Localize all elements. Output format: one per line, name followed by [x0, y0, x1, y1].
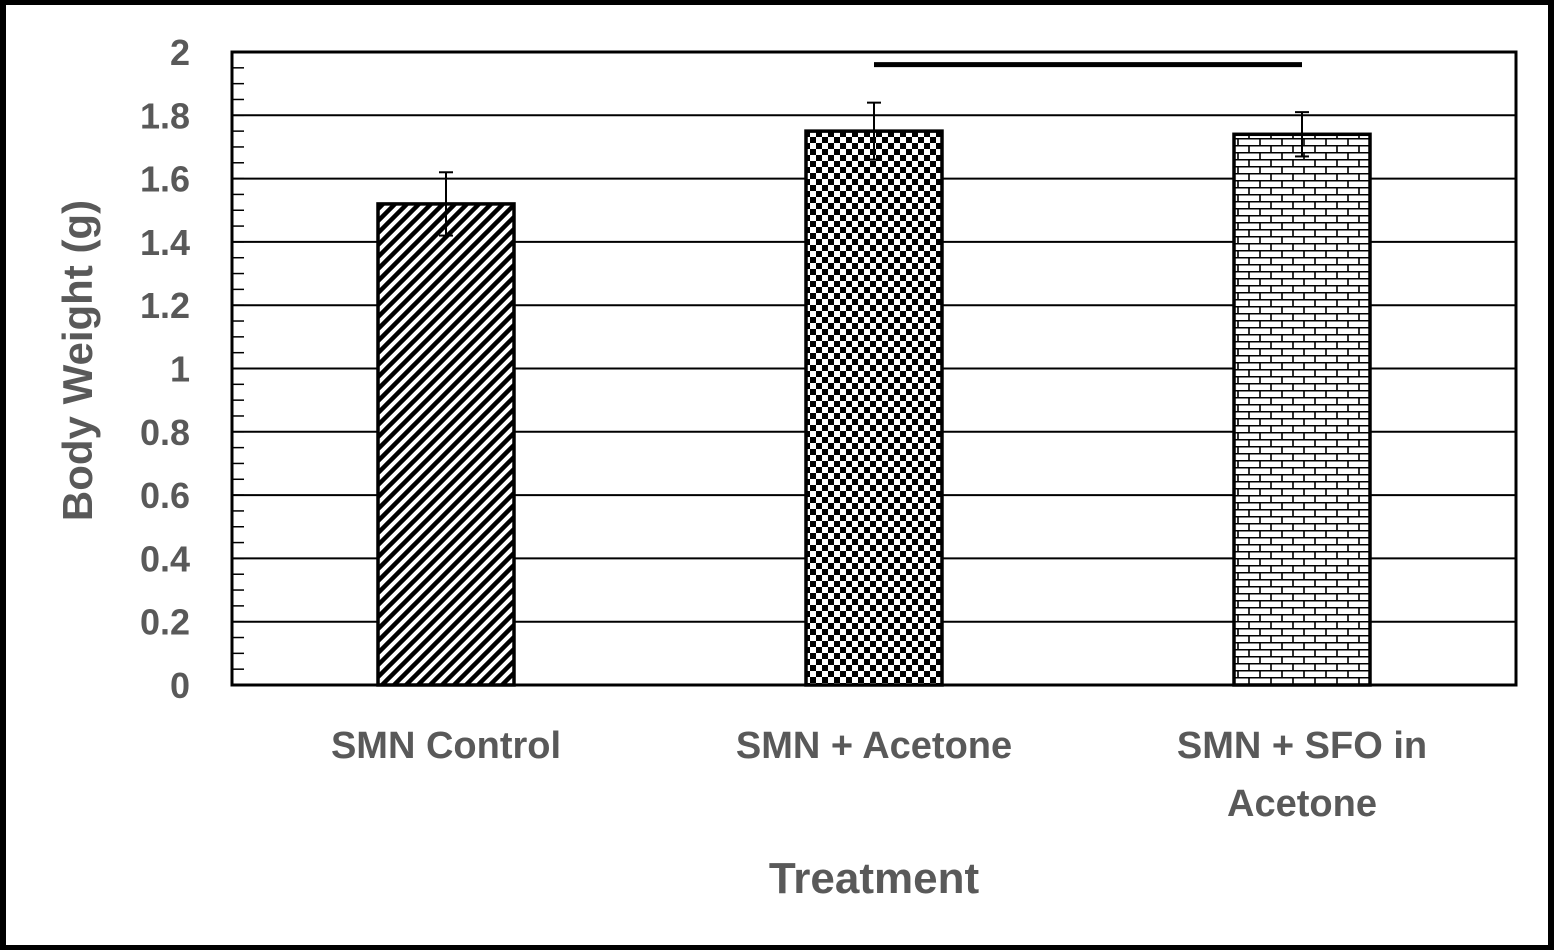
category-label-2: SMN + SFO in — [1177, 725, 1427, 767]
bar-chart: 0 0.2 0.4 0.6 0.8 1 1.2 1.4 1.6 1.8 2 SMN Control SM… — [54, 32, 1518, 903]
plot-border — [230, 50, 1518, 687]
bar-2 — [1232, 132, 1372, 687]
category-label-0: SMN Control — [331, 725, 561, 767]
y-tick-label: 0.2 — [140, 602, 190, 643]
y-tick-label: 1.6 — [140, 159, 190, 200]
y-tick-label: 0.8 — [140, 412, 190, 453]
y-tick-label: 0 — [170, 665, 190, 706]
tick-labels: 0 0.2 0.4 0.6 0.8 1 1.2 1.4 1.6 1.8 2 SMN Control SM… — [140, 32, 1427, 825]
y-tick-label: 2 — [170, 32, 190, 73]
bar-0 — [376, 202, 516, 687]
bars — [376, 62, 1372, 687]
y-tick-label: 0.6 — [140, 475, 190, 516]
category-label-1: SMN + Acetone — [736, 725, 1012, 767]
bar-1 — [804, 129, 944, 687]
x-axis-title: Treatment — [769, 854, 980, 903]
y-tick-label: 1.2 — [140, 285, 190, 326]
y-axis-ticks — [232, 51, 244, 686]
y-tick-label: 0.4 — [140, 538, 190, 579]
chart-frame: 0 0.2 0.4 0.6 0.8 1 1.2 1.4 1.6 1.8 2 SMN Control SM… — [6, 5, 1548, 945]
y-tick-label: 1 — [170, 349, 190, 390]
y-tick-label: 1.4 — [140, 222, 190, 263]
y-tick-label: 1.8 — [140, 95, 190, 136]
category-label-2: Acetone — [1227, 783, 1377, 825]
axes — [230, 50, 1518, 687]
y-axis-title: Body Weight (g) — [54, 200, 101, 521]
